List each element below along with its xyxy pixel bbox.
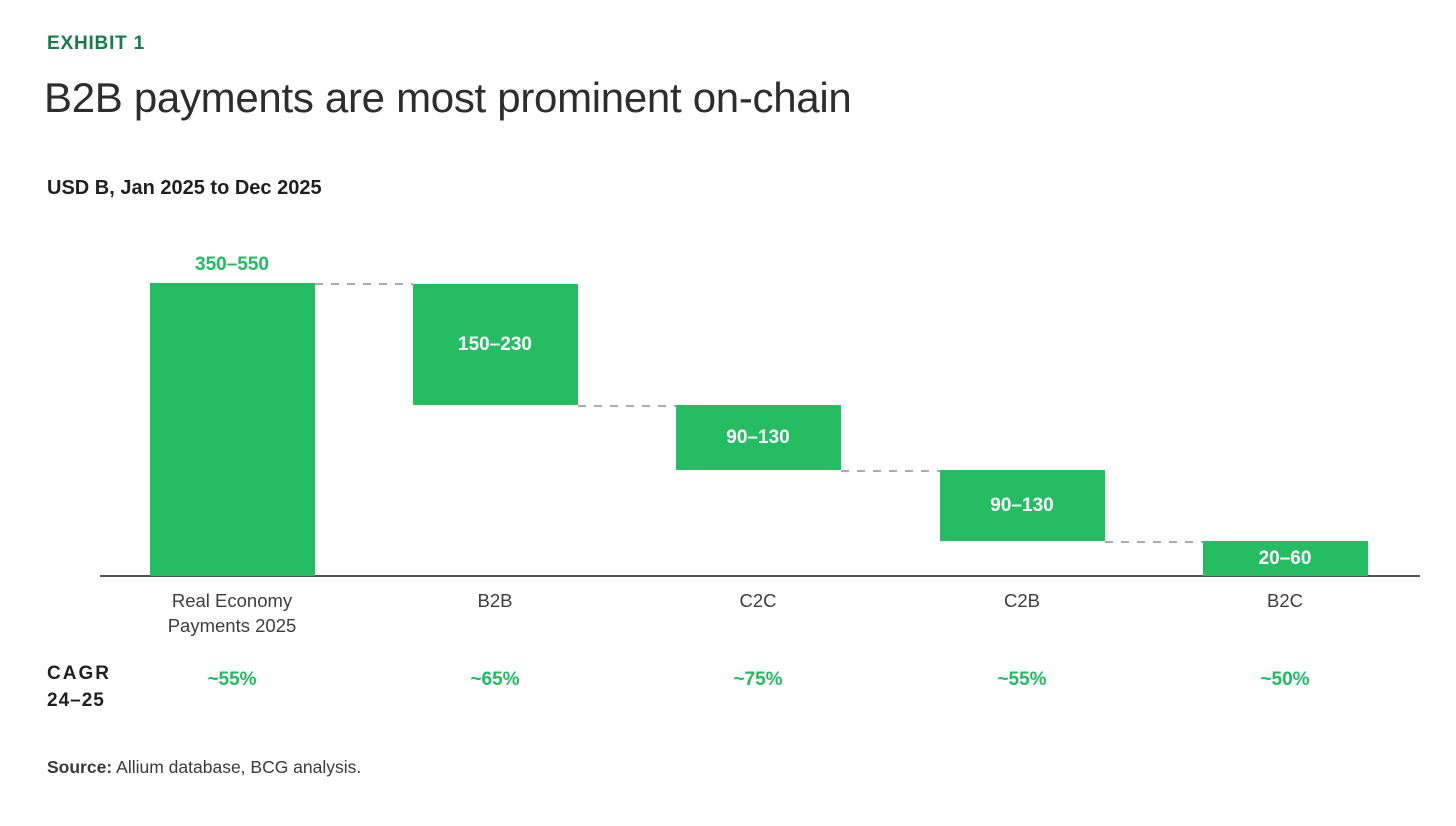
- bar-value-label-c2b: 90–130: [990, 495, 1054, 516]
- bar-c2b: [939, 470, 1105, 541]
- bar-c2c: [675, 405, 841, 470]
- bar-real-economy-payments-2025: [149, 283, 315, 576]
- source-text: Allium database, BCG analysis.: [116, 757, 362, 777]
- x-axis-label-real-economy-payments-2025: Real Economy Payments 2025: [167, 590, 297, 636]
- waterfall-connector-1: [314, 283, 413, 285]
- exhibit-label: EXHIBIT 1: [47, 33, 145, 54]
- source-label: Source:: [47, 757, 113, 777]
- waterfall-connector-3: [840, 470, 940, 472]
- bar-b2c: [1202, 541, 1368, 576]
- x-axis-label-c2b: C2B: [1004, 590, 1040, 611]
- cagr-value-b2c: ~50%: [1260, 669, 1310, 690]
- cagr-value-c2b: ~55%: [997, 669, 1047, 690]
- cagr-value-c2c: ~75%: [733, 669, 783, 690]
- cagr-row-label: CAGR 24–25: [47, 660, 111, 714]
- x-axis-label-c2c: C2C: [739, 590, 777, 611]
- x-axis-label-b2b: B2B: [477, 590, 513, 611]
- bar-value-label-real-economy-payments-2025: 350–550: [195, 254, 269, 275]
- cagr-value-real-economy-payments-2025: ~55%: [207, 669, 257, 690]
- x-axis-label-b2c: B2C: [1267, 590, 1303, 611]
- cagr-row-label-line2: 24–25: [47, 690, 105, 711]
- cagr-row-label-line1: CAGR: [47, 663, 111, 684]
- source-note: Source: Allium database, BCG analysis.: [47, 757, 361, 778]
- waterfall-connector-4: [1104, 541, 1203, 543]
- bar-value-label-c2c: 90–130: [726, 427, 790, 448]
- bar-b2b: [412, 284, 578, 405]
- page-title: B2B payments are most prominent on-chain: [44, 74, 852, 121]
- x-axis-line: [100, 575, 1420, 577]
- waterfall-connector-2: [577, 405, 676, 407]
- bar-value-label-b2b: 150–230: [458, 334, 532, 355]
- cagr-value-b2b: ~65%: [470, 669, 520, 690]
- bar-value-label-b2c: 20–60: [1258, 548, 1312, 569]
- chart-unit-subtitle: USD B, Jan 2025 to Dec 2025: [47, 177, 322, 199]
